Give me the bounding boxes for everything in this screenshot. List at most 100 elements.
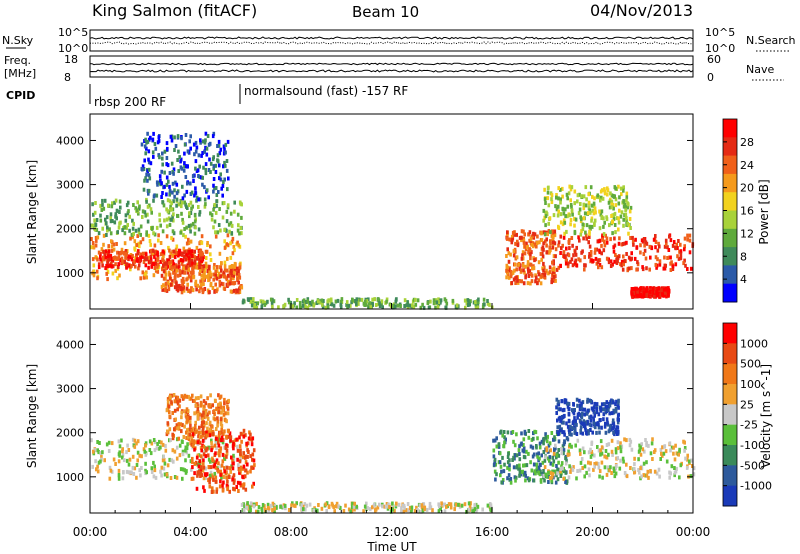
heatmap-cell xyxy=(520,256,524,261)
heatmap-cell xyxy=(183,151,186,156)
heatmap-cell xyxy=(210,217,214,222)
heatmap-cell xyxy=(610,205,614,210)
heatmap-cell xyxy=(187,453,191,458)
nave-trace xyxy=(89,69,694,73)
heatmap-cell xyxy=(101,450,104,455)
heatmap-cell xyxy=(572,253,575,258)
heatmap-cell xyxy=(547,474,550,479)
heatmap-cell xyxy=(661,445,664,450)
heatmap-cell xyxy=(666,256,669,260)
heatmap-cell xyxy=(181,220,185,225)
heatmap-cell xyxy=(175,423,179,428)
heatmap-cell xyxy=(204,475,208,480)
heatmap-cell xyxy=(212,277,215,282)
heatmap-cell xyxy=(547,203,551,208)
heatmap-cell xyxy=(528,262,532,267)
heatmap-cell xyxy=(196,413,200,417)
heatmap-cell xyxy=(616,417,620,422)
heatmap-cell xyxy=(370,301,374,306)
heatmap-cell xyxy=(622,204,626,209)
heatmap-cell xyxy=(291,501,294,506)
heatmap-cell xyxy=(303,301,306,306)
heatmap-cell xyxy=(287,297,290,302)
heatmap-cell xyxy=(119,251,122,256)
heatmap-cell xyxy=(439,506,442,511)
heatmap-cell xyxy=(121,260,124,265)
heatmap-cell xyxy=(168,222,172,227)
heatmap-cell xyxy=(688,233,692,238)
heatmap-cell xyxy=(208,290,211,295)
heatmap-cell xyxy=(203,404,206,409)
heatmap-cell xyxy=(209,272,213,277)
heatmap-cell xyxy=(215,458,219,463)
heatmap-cell xyxy=(239,431,243,436)
heatmap-cell xyxy=(300,503,303,508)
heatmap-cell xyxy=(207,430,210,435)
heatmap-cell xyxy=(302,504,305,509)
heatmap-cell xyxy=(521,256,525,261)
heatmap-cell xyxy=(588,231,591,236)
heatmap-cell xyxy=(231,458,234,463)
heatmap-cell xyxy=(125,458,129,463)
heatmap-cell xyxy=(531,445,535,450)
heatmap-cell xyxy=(467,507,471,512)
heatmap-cell xyxy=(198,440,202,445)
heatmap-cell xyxy=(176,134,180,139)
heatmap-cell xyxy=(486,301,490,306)
heatmap-cell xyxy=(183,193,186,198)
heatmap-cell xyxy=(170,282,173,287)
heatmap-cell xyxy=(173,408,177,413)
heatmap-cell xyxy=(179,258,183,262)
heatmap-cell xyxy=(661,453,664,458)
heatmap-cell xyxy=(225,454,228,459)
heatmap-cell xyxy=(557,240,561,245)
heatmap-cell xyxy=(330,299,333,304)
heatmap-cell xyxy=(239,481,242,486)
heatmap-cell xyxy=(136,458,139,463)
heatmap-cell xyxy=(205,152,209,157)
heatmap-cell xyxy=(551,245,554,250)
heatmap-cell xyxy=(628,209,632,214)
heatmap-cell xyxy=(605,409,608,413)
heatmap-cell xyxy=(353,501,356,506)
heatmap-cell xyxy=(683,446,687,450)
heatmap-cell xyxy=(176,407,179,412)
heatmap-cell xyxy=(597,461,600,466)
heatmap-cell xyxy=(599,448,602,453)
heatmap-cell xyxy=(228,475,231,479)
heatmap-cell xyxy=(215,289,218,294)
heatmap-cell xyxy=(173,475,177,479)
heatmap-cell xyxy=(233,267,237,272)
heatmap-cell xyxy=(620,210,624,215)
heatmap-cell xyxy=(510,240,514,245)
heatmap-cell xyxy=(654,262,658,267)
heatmap-cell xyxy=(227,282,230,287)
heatmap-cell xyxy=(187,434,190,439)
heatmap-cell xyxy=(672,451,675,456)
heatmap-cell xyxy=(141,215,144,219)
heatmap-cell xyxy=(226,280,230,284)
heatmap-cell xyxy=(670,464,674,469)
heatmap-cell xyxy=(194,190,197,195)
heatmap-cell xyxy=(564,254,567,259)
heatmap-cell xyxy=(191,261,194,266)
heatmap-cell xyxy=(520,279,523,284)
heatmap-cell xyxy=(552,254,556,259)
heatmap-cell xyxy=(443,502,446,507)
heatmap-cell xyxy=(293,301,296,306)
heatmap-cell xyxy=(548,455,552,460)
heatmap-cell xyxy=(172,249,176,254)
heatmap-cell xyxy=(194,281,197,286)
heatmap-cell xyxy=(619,262,622,267)
heatmap-cell xyxy=(654,234,657,238)
heatmap-cell xyxy=(229,241,232,246)
heatmap-cell xyxy=(556,468,560,472)
heatmap-cell xyxy=(428,501,432,506)
heatmap-cell xyxy=(550,193,554,198)
heatmap-cell xyxy=(584,233,588,238)
heatmap-cell xyxy=(217,461,220,466)
heatmap-cell xyxy=(171,237,175,242)
heatmap-cell xyxy=(686,267,689,271)
heatmap-cell xyxy=(678,447,681,452)
